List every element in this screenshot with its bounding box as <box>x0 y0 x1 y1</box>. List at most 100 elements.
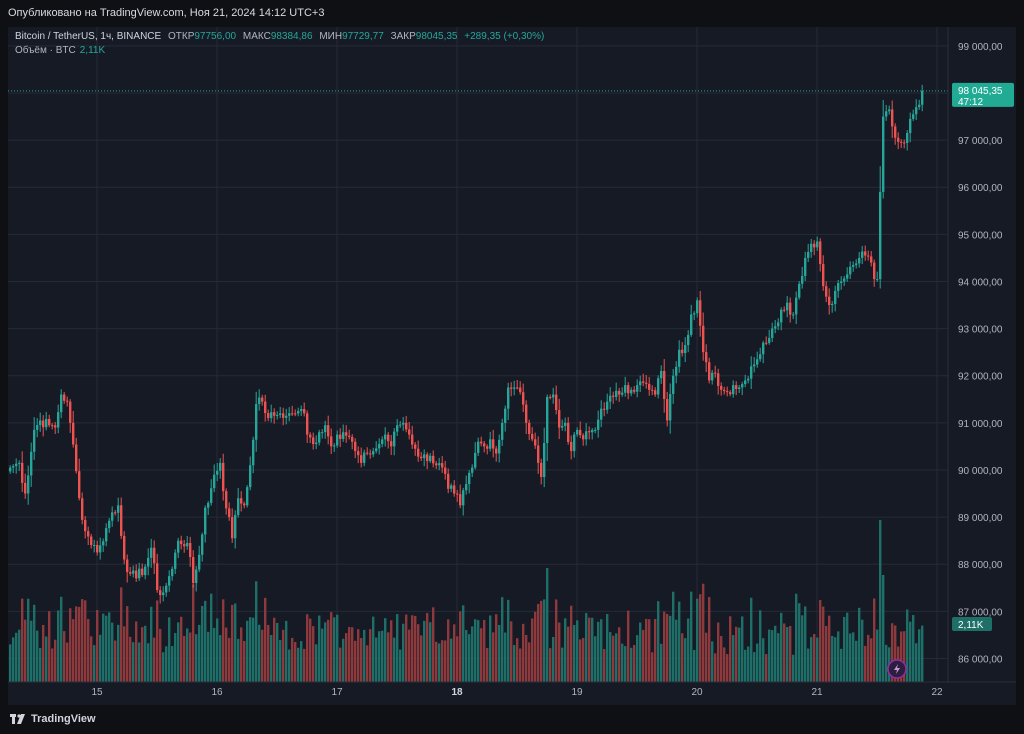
published-text: Опубликовано на TradingView.com, Ноя 21,… <box>8 7 325 19</box>
volume-bar <box>753 652 756 682</box>
candle-body <box>780 309 783 323</box>
volume-bar <box>201 605 204 682</box>
candle-body <box>222 462 225 492</box>
price-axis-bg <box>948 27 1016 705</box>
candle-body <box>828 296 831 306</box>
volume-bar <box>720 636 723 682</box>
candle-body <box>846 274 849 279</box>
candle-body <box>264 401 267 414</box>
candle-body <box>42 420 45 428</box>
volume-bar <box>741 616 744 682</box>
volume-bar <box>717 622 720 682</box>
volume-bar <box>441 640 444 682</box>
volume-bar <box>165 646 168 682</box>
countdown-label: 47:12 <box>958 97 983 108</box>
candle-body <box>774 326 777 329</box>
candle-body <box>501 422 504 440</box>
volume-bar <box>276 622 279 682</box>
volume-bar <box>654 619 657 682</box>
time-axis[interactable]: 15 16 17 18 19 20 21 22 <box>91 687 943 698</box>
volume-bar <box>75 606 78 682</box>
time-axis-bg <box>8 682 1016 705</box>
volume-bar <box>552 637 555 682</box>
volume-bar <box>429 622 432 682</box>
candle-body <box>384 434 387 440</box>
candle-body <box>585 431 588 440</box>
candle-body <box>894 126 897 138</box>
candle-body <box>588 431 591 433</box>
volume-bar <box>522 623 525 682</box>
candle-body <box>453 485 456 494</box>
volume-bar <box>198 624 201 682</box>
volume-bar <box>507 599 510 682</box>
volume-bar <box>399 649 402 682</box>
candle-body <box>525 404 528 423</box>
volume-bar <box>207 631 210 682</box>
candle-body <box>879 191 882 280</box>
volume-bar <box>612 635 615 682</box>
volume-bar <box>174 633 177 682</box>
volume-bar <box>312 626 315 682</box>
candle-body <box>21 462 24 483</box>
ohlc-row: Bitcoin / TetherUS, 1ч, BINANCE ОТКР9775… <box>15 30 544 44</box>
volume-bar <box>342 638 345 682</box>
last-price-tag: 98 045,35 47:12 <box>952 82 1014 108</box>
volume-bar <box>162 652 165 682</box>
volume-bar <box>36 630 39 682</box>
close-label: ЗАКР <box>390 31 416 42</box>
candle-body <box>891 109 894 127</box>
volume-bar <box>531 618 534 682</box>
volume-bar <box>501 597 504 682</box>
volume-bar <box>528 642 531 682</box>
candle-body <box>123 535 126 560</box>
candle-body <box>882 116 885 192</box>
volume-bar <box>768 629 771 682</box>
candle-body <box>12 466 15 468</box>
price-tick-label: 89 000,00 <box>958 513 1003 524</box>
volume-bar <box>471 626 474 682</box>
volume-bar <box>84 600 87 682</box>
volume-bar <box>186 628 189 682</box>
volume-bar <box>15 632 18 682</box>
volume-bar <box>249 617 252 682</box>
price-tick-label: 91 000,00 <box>958 419 1003 430</box>
volume-label[interactable]: Объём · BTC <box>15 45 76 56</box>
time-tick-label: 20 <box>691 687 703 698</box>
candle-body <box>393 431 396 447</box>
volume-bar <box>72 619 75 682</box>
volume-bar <box>189 632 192 682</box>
candle-body <box>834 290 837 304</box>
candle-body <box>690 314 693 335</box>
close-value: 98045,35 <box>415 31 458 42</box>
volume-bar <box>150 606 153 682</box>
volume-bar <box>543 599 546 682</box>
candle-body <box>279 413 282 415</box>
volume-bar <box>114 640 117 682</box>
price-tick-label: 87 000,00 <box>958 607 1003 618</box>
volume-bar <box>774 625 777 682</box>
volume-bar <box>366 645 369 682</box>
volume-bar <box>489 615 492 682</box>
candle-body <box>813 243 816 248</box>
tradingview-logo[interactable]: TradingView <box>10 713 96 725</box>
candle-body <box>696 300 699 314</box>
candle-body <box>180 540 183 545</box>
candle-body <box>666 399 669 421</box>
candle-body <box>27 475 30 494</box>
lightning-icon[interactable] <box>887 659 907 679</box>
candle-body <box>303 409 306 414</box>
candle-body <box>249 465 252 488</box>
volume-bar <box>90 636 93 682</box>
candle-body <box>321 432 324 434</box>
symbol-label[interactable]: Bitcoin / TetherUS, 1ч, BINANCE <box>15 31 162 42</box>
candle-body <box>147 557 150 567</box>
candle-body <box>255 403 258 440</box>
candle-body <box>300 409 303 412</box>
candle-body <box>327 425 330 437</box>
volume-bar <box>243 641 246 682</box>
volume-bar <box>792 654 795 682</box>
candle-body <box>66 400 69 402</box>
candle-body <box>354 441 357 452</box>
